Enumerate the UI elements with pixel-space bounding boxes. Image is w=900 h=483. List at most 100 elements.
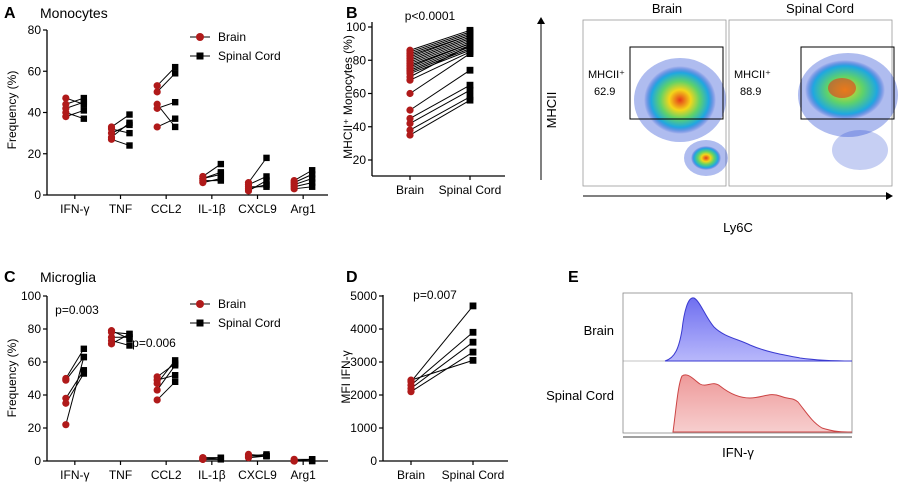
panel-b-pair-line: [409, 34, 471, 58]
panel-c-brain-point: [62, 399, 70, 407]
panel-c-spinal-point: [80, 370, 88, 377]
panel-c-spinal-point: [126, 334, 133, 341]
panel-c-xtick-label: Arg1: [290, 468, 316, 482]
panel-d-spinal-point: [469, 302, 477, 310]
panel-c-brain-point: [153, 376, 161, 384]
panel-c-brain-point: [290, 457, 298, 465]
panel-d-ylabel: MFI IFN-γ: [339, 350, 353, 403]
panel-c-brain-point: [107, 328, 116, 336]
legend-brain-label: Brain: [218, 30, 246, 44]
panel-b-ytick-label: 100: [346, 20, 366, 34]
panel-c-ytick-label: 100: [21, 289, 41, 303]
panel-a-spinal-point: [171, 115, 179, 122]
panel-c-title: Microglia: [40, 269, 96, 285]
panel-a-brain-point: [107, 123, 116, 131]
panel-a-spinal-point: [263, 173, 270, 180]
flow-title-brain: Brain: [652, 1, 682, 16]
panel-a-spinal-point: [126, 129, 133, 137]
panel-a-spinal-point: [126, 142, 133, 149]
panel-b-pair-line: [409, 84, 471, 119]
panel-b-pair-line: [409, 69, 471, 111]
panel-c-xtick-label: CCL2: [151, 468, 182, 482]
panel-b-pair-line: [409, 43, 471, 68]
panel-d-ytick-label: 3000: [350, 355, 377, 369]
panel-a-xtick-label: CCL2: [151, 202, 182, 216]
panel-d-spinal-point: [469, 348, 477, 356]
panel-b-pair-line: [409, 48, 471, 73]
flow-title-spinal: Spinal Cord: [786, 1, 854, 16]
panel-b-spinal-point: [466, 86, 474, 94]
histogram-label-brain: Brain: [584, 323, 614, 338]
panel-a-spinal-point: [308, 167, 316, 174]
panel-a-spinal-point: [308, 179, 316, 186]
panel-a-spinal-point: [171, 98, 179, 106]
panel-b-pair-line: [409, 29, 471, 51]
panel-a-legend: Brain Spinal Cord: [190, 30, 281, 63]
panel-b-pair-line: [409, 44, 471, 78]
flow-xlabel: Ly6C: [723, 220, 753, 235]
panel-b-pair-line: [409, 38, 471, 61]
panel-a-ytick-label: 40: [28, 106, 42, 120]
panel-b-brain-point: [406, 119, 414, 128]
panel-b-pair-line: [409, 44, 471, 70]
panel-c-spinal-point: [308, 457, 316, 465]
panel-c-xtick-label: CXCL9: [238, 468, 277, 482]
panel-b-brain-point: [406, 114, 414, 123]
panel-e: E Brain Spinal Cord IFN-γ: [546, 269, 853, 460]
flow-ylabel: MHCII: [544, 92, 559, 129]
legend-brain-marker: [196, 33, 204, 41]
panel-b-brain-point: [406, 131, 414, 139]
histogram-xlabel: IFN-γ: [722, 445, 754, 460]
panel-a-brain-point: [244, 181, 253, 189]
panel-c-ylabel: Frequency (%): [5, 339, 19, 418]
panel-d-ytick-label: 1000: [350, 421, 377, 435]
panel-b-pair-line: [409, 96, 471, 131]
panel-a-brain-point: [62, 108, 70, 117]
panel-c-xtick-label: IFN-γ: [60, 468, 89, 482]
panel-a-brain-point: [62, 100, 70, 108]
panel-c: C Microglia Frequency (%) 0 20 40 60 80 100 I…: [4, 269, 328, 482]
panel-a-spinal-point: [263, 183, 270, 190]
legend-spinal-label: Spinal Cord: [218, 49, 281, 63]
panel-b-spinal-point: [466, 50, 474, 57]
panel-b-pair-line: [409, 51, 471, 81]
panel-c-ytick-label: 0: [34, 454, 41, 468]
panel-c-spinal-point: [171, 372, 179, 379]
legend-spinal-marker: [196, 52, 204, 60]
panel-c-brain-point: [62, 394, 70, 402]
panel-c-spinal-point: [126, 342, 133, 349]
panel-a-brain-point: [153, 88, 161, 96]
panel-d-pair-line: [410, 305, 474, 383]
panel-d-pair-line: [410, 341, 474, 389]
panel-a-xtick-label: IFN-γ: [60, 202, 89, 216]
panel-d: D p=0.007 MFI IFN-γ 0 1000 2000 3000 4000 500…: [339, 269, 508, 482]
panel-a-spinal-point: [80, 107, 88, 114]
panel-c-spinal-point: [171, 360, 179, 367]
panel-a-xtick-label: Arg1: [290, 202, 316, 216]
panel-b: B p<0.0001 MHCII⁺ Monocytes (%) 20 40 60 80…: [341, 5, 505, 197]
panel-a-spinal-point: [80, 94, 88, 102]
panel-d-pair-line: [410, 331, 474, 386]
panel-c-spinal-point: [171, 378, 179, 385]
panel-letter-a: A: [4, 5, 16, 22]
panel-c-xtick-label: TNF: [109, 468, 132, 482]
panel-a-pair-line: [248, 157, 267, 183]
panel-c-spinal-point: [80, 367, 88, 374]
panel-letter-d: D: [346, 269, 358, 286]
panel-a-title: Monocytes: [40, 5, 108, 21]
panel-a-xtick-label: IL-1β: [198, 202, 226, 216]
panel-letter-b: B: [346, 5, 358, 22]
panel-a-spinal-point: [263, 154, 270, 162]
panel-a-spinal-point: [217, 169, 225, 176]
panel-a-brain-point: [107, 135, 116, 143]
panel-a-brain-point: [290, 181, 298, 189]
panel-d-ytick-label: 0: [370, 454, 377, 468]
legend-spinal-label: Spinal Cord: [218, 316, 281, 330]
panel-a-brain-point: [153, 104, 161, 112]
panel-d-ytick-label: 4000: [350, 322, 377, 336]
panel-a-ytick-label: 60: [28, 64, 42, 78]
panel-c-spinal-point: [263, 452, 270, 460]
panel-a-ytick-label: 0: [34, 188, 41, 202]
flow-gate-label-brain: MHCII⁺: [588, 69, 625, 81]
panel-d-ytick-label: 5000: [350, 289, 377, 303]
